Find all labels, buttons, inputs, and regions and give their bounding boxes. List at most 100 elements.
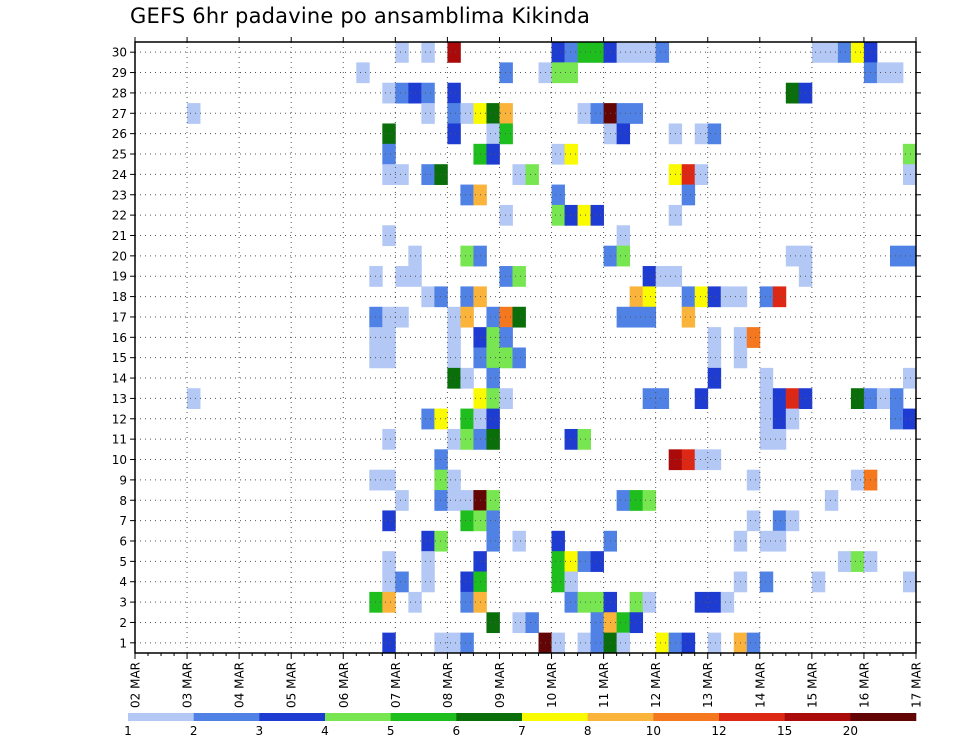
x-tick-label: 17 MAR <box>910 662 924 708</box>
y-tick-label: 20 <box>112 249 127 263</box>
heatmap-cell <box>694 388 709 409</box>
legend-swatch <box>128 713 194 721</box>
heatmap-cell <box>356 62 370 84</box>
heatmap-cell <box>772 408 787 430</box>
heatmap-cell <box>486 490 500 511</box>
heatmap-cell <box>746 632 761 654</box>
heatmap-cell <box>564 551 578 572</box>
heatmap-cell <box>382 571 396 593</box>
heatmap-cell <box>564 42 578 63</box>
heatmap-cell <box>460 367 474 389</box>
x-tick-label: 10 MAR <box>545 662 559 708</box>
heatmap-cell <box>681 306 696 328</box>
heatmap-cell <box>460 510 474 532</box>
heatmap-cell <box>564 62 578 84</box>
heatmap-cell <box>369 347 383 369</box>
heatmap-cell <box>486 428 500 450</box>
heatmap-cell <box>460 571 474 593</box>
heatmap-cell <box>512 612 526 634</box>
heatmap-cell <box>447 82 461 104</box>
heatmap-cell <box>421 530 435 552</box>
heatmap-cell <box>616 123 631 145</box>
heatmap-cell <box>434 449 448 471</box>
heatmap-cell <box>499 388 513 409</box>
heatmap-cell <box>681 449 696 471</box>
heatmap-cell <box>759 388 774 409</box>
heatmap-cell <box>772 388 787 409</box>
heatmap-cell <box>486 103 500 124</box>
heatmap-cell <box>460 286 474 308</box>
y-tick-label: 3 <box>119 596 127 610</box>
heatmap-cell <box>369 306 383 328</box>
heatmap-cell <box>460 632 474 654</box>
heatmap-cell <box>759 367 774 389</box>
heatmap-cell <box>642 286 657 308</box>
heatmap-cell <box>616 490 631 511</box>
chart-title: GEFS 6hr padavine po ansamblima Kikinda <box>130 4 591 28</box>
heatmap-cell <box>720 286 735 308</box>
heatmap-cell <box>577 103 591 124</box>
heatmap-cell <box>447 632 461 654</box>
heatmap-cell <box>629 42 644 63</box>
heatmap-cell <box>785 388 800 409</box>
heatmap-cell <box>681 164 696 185</box>
heatmap-cell <box>551 632 565 654</box>
heatmap-cell <box>642 490 657 511</box>
legend-label: 6 <box>453 724 461 738</box>
heatmap-cell <box>850 469 865 491</box>
heatmap-cell <box>616 612 631 634</box>
legend-label: 8 <box>584 724 592 738</box>
y-tick-label: 18 <box>112 290 127 304</box>
heatmap-cell <box>460 591 474 613</box>
heatmap-cell <box>837 42 852 63</box>
heatmap-cell <box>434 408 448 430</box>
heatmap-cell <box>434 286 448 308</box>
heatmap-cell <box>837 551 852 572</box>
heatmap-cell <box>590 591 604 613</box>
y-tick-label: 15 <box>112 351 127 365</box>
heatmap-cell <box>382 551 396 572</box>
heatmap-cell <box>577 204 591 226</box>
x-tick-label: 12 MAR <box>649 662 663 708</box>
heatmap-cell <box>434 469 448 491</box>
heatmap-cell <box>785 408 800 430</box>
heatmap-cell <box>772 510 787 532</box>
heatmap-cell <box>551 530 565 552</box>
heatmap-cell <box>629 612 644 634</box>
heatmap-cell <box>642 42 657 63</box>
heatmap-cell <box>902 408 917 430</box>
heatmap-cell <box>590 632 604 654</box>
heatmap-cell <box>902 571 917 593</box>
legend-swatch <box>456 713 523 721</box>
legend-label: 20 <box>843 724 858 738</box>
heatmap-cell <box>486 143 500 165</box>
heatmap-cell <box>421 164 435 185</box>
heatmap-cell <box>512 530 526 552</box>
heatmap-cell <box>369 327 383 348</box>
heatmap-cell <box>694 164 709 185</box>
x-tick-label: 07 MAR <box>389 662 403 708</box>
heatmap-cell <box>785 245 800 267</box>
legend-label: 3 <box>256 724 264 738</box>
heatmap-cell <box>759 408 774 430</box>
heatmap-cell <box>421 42 435 63</box>
heatmap-cell <box>382 123 396 145</box>
heatmap-cell <box>681 632 696 654</box>
heatmap-cell <box>577 632 591 654</box>
heatmap-cell <box>486 530 500 552</box>
heatmap-cell <box>499 62 513 84</box>
y-tick-label: 13 <box>112 392 127 406</box>
heatmap-cell <box>447 306 461 328</box>
y-tick-label: 27 <box>112 107 127 121</box>
y-tick-label: 2 <box>119 616 127 630</box>
heatmap-cell <box>499 327 513 348</box>
heatmap-cell <box>564 428 578 450</box>
y-tick-label: 12 <box>112 412 127 426</box>
x-tick-label: 04 MAR <box>233 662 247 708</box>
heatmap-cell <box>447 469 461 491</box>
heatmap-cell <box>369 266 383 287</box>
y-tick-label: 30 <box>112 46 127 60</box>
x-tick-label: 05 MAR <box>285 662 299 708</box>
heatmap-cell <box>616 42 631 63</box>
heatmap-cell <box>616 245 631 267</box>
